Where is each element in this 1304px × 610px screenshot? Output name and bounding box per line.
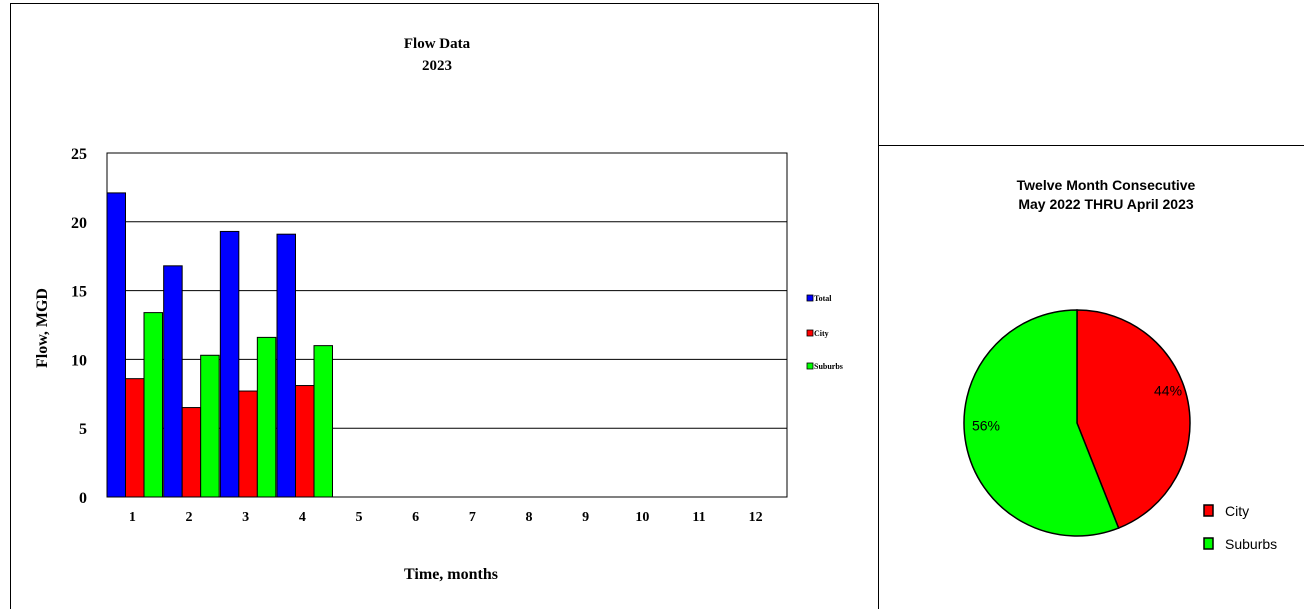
pie-label-city: 44% [1154, 383, 1182, 399]
y-tick-label: 25 [71, 146, 87, 163]
pie-slice-suburbs [963, 309, 1120, 537]
y-tick-label: 10 [71, 352, 87, 369]
x-tick-label: 8 [526, 510, 533, 525]
pie-legend-swatch-suburbs [1203, 537, 1214, 550]
legend-label-suburbs: Suburbs [814, 362, 843, 371]
bar-total-2 [163, 265, 183, 498]
x-tick-label: 5 [356, 510, 363, 525]
x-tick-label: 12 [749, 510, 763, 525]
bar-city-3 [238, 390, 258, 498]
pie-legend-swatch-city [1203, 504, 1214, 517]
legend-swatch-suburbs [806, 362, 814, 370]
bar-total-3 [219, 230, 240, 498]
legend-label-city: City [814, 329, 829, 338]
y-tick-label: 0 [79, 490, 87, 507]
x-tick-label: 4 [299, 510, 306, 525]
bar-suburbs-4 [313, 345, 333, 498]
pie-label-suburbs: 56% [972, 417, 1000, 433]
y-axis-label: Flow, MGD [34, 288, 51, 368]
bar-suburbs-1 [143, 312, 163, 498]
x-tick-label: 3 [242, 510, 249, 525]
x-tick-label: 9 [582, 510, 589, 525]
bar-chart: Flow Data 2023 Time, months Flow, MGD 05… [34, 36, 843, 583]
x-tick-label: 7 [469, 510, 476, 525]
x-tick-label: 6 [412, 510, 419, 525]
bar-suburbs-2 [200, 354, 220, 498]
pie-chart-panel: Twelve Month Consecutive May 2022 THRU A… [879, 145, 1304, 609]
bar-city-4 [295, 385, 315, 498]
x-tick-label: 2 [186, 510, 193, 525]
pie-legend-label-city: City [1225, 503, 1249, 519]
pie-subtitle: May 2022 THRU April 2023 [1018, 196, 1194, 212]
chart-subtitle: 2023 [422, 58, 452, 74]
x-tick-label: 1 [129, 510, 136, 525]
bar-total-4 [276, 233, 296, 498]
y-tick-label: 5 [79, 421, 87, 438]
pie-slice-city [1076, 309, 1191, 530]
pie-legend-label-suburbs: Suburbs [1225, 536, 1277, 552]
pie-title: Twelve Month Consecutive [1017, 177, 1196, 193]
legend-swatch-total [806, 294, 814, 302]
bar-total-1 [106, 192, 126, 498]
x-axis-label: Time, months [404, 566, 498, 583]
x-tick-label: 10 [635, 510, 649, 525]
bar-city-1 [125, 378, 145, 498]
pie-chart: Twelve Month Consecutive May 2022 THRU A… [963, 177, 1277, 552]
y-tick-label: 15 [71, 284, 87, 301]
chart-title: Flow Data [404, 36, 471, 52]
bar-city-2 [181, 407, 202, 498]
legend-label-total: Total [814, 294, 832, 303]
y-tick-label: 20 [71, 215, 87, 232]
legend-swatch-city [806, 329, 814, 337]
x-tick-label: 11 [692, 510, 705, 525]
bar-suburbs-3 [256, 336, 277, 498]
